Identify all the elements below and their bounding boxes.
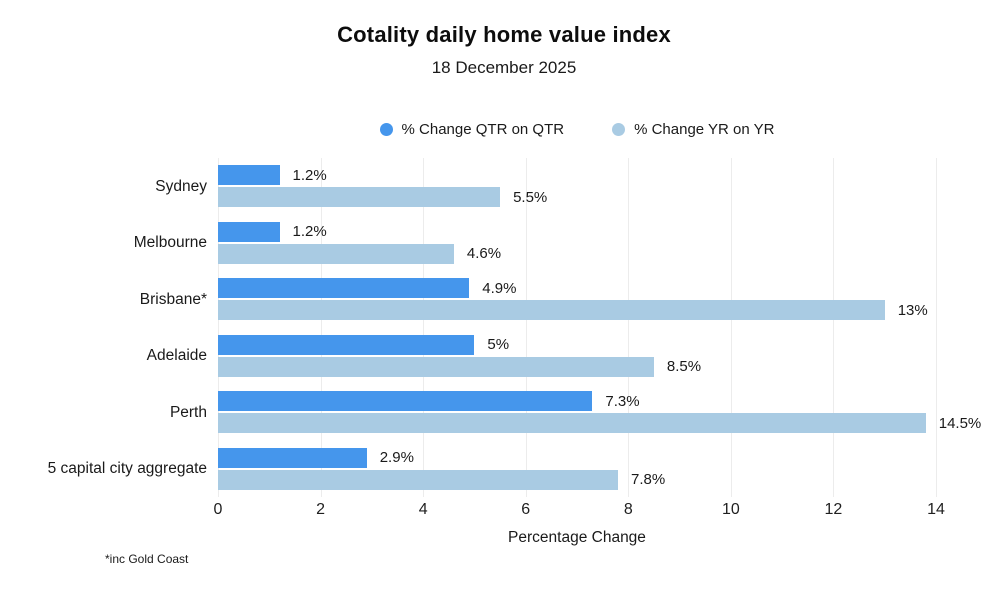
legend: % Change QTR on QTR % Change YR on YR [218, 121, 936, 138]
bar-pair: 7.3% 14.5% [218, 391, 981, 434]
category-label: Adelaide [146, 347, 207, 365]
bar-value-label: 2.9% [379, 449, 414, 467]
bar-value-label: 4.9% [482, 279, 517, 297]
x-tick-label: 0 [213, 501, 223, 518]
category-label: Sydney [155, 177, 207, 195]
bar-value-label: 13% [897, 301, 928, 319]
bar-value-label: 5.5% [513, 188, 548, 206]
x-tick-label: 8 [623, 501, 633, 518]
bar-value-label: 1.2% [292, 166, 327, 184]
bar-track: 2.9% [218, 447, 936, 468]
gridline-x-4 [423, 158, 425, 497]
qtr-bar [218, 447, 367, 468]
bar-rows: Sydney 1.2% 5.5% Melbourne 1.2% 4.6% Brisbane*… [0, 158, 1008, 497]
gridline-x-14 [936, 158, 937, 497]
bar-track: 4.6% [218, 243, 936, 264]
qtr-bar [218, 391, 593, 412]
yr-bar [218, 243, 454, 264]
bar-track: 7.3% [218, 391, 936, 412]
yr-bar [218, 413, 926, 434]
chart-subtitle: 18 December 2025 [431, 58, 577, 77]
x-tick-label: 4 [418, 501, 428, 518]
category-row: Adelaide 5% 8.5% [0, 328, 1008, 385]
gridlines [218, 158, 937, 497]
category-row: 5 capital city aggregate 2.9% 7.8% [0, 441, 1008, 498]
gridline-x-6 [525, 158, 527, 497]
category-row: Perth 7.3% 14.5% [0, 384, 1008, 441]
bar-pair: 1.2% 5.5% [218, 165, 936, 208]
category-row: Sydney 1.2% 5.5% [0, 158, 1008, 215]
category-label: Brisbane* [139, 290, 207, 308]
bar-track: 8.5% [218, 356, 936, 377]
yr-bar [218, 187, 501, 208]
x-tick-label: 14 [927, 501, 945, 518]
x-tick-label: 12 [824, 501, 843, 518]
yr-bar [218, 469, 619, 490]
bar-pair: 4.9% 13% [218, 278, 936, 321]
legend-dot-qtr-icon [379, 123, 393, 136]
qtr-bar [218, 334, 475, 355]
legend-label-qtr: % Change QTR on QTR [401, 121, 565, 138]
yr-bar [218, 300, 885, 321]
bar-track: 5.5% [218, 187, 936, 208]
bar-track: 4.9% [218, 278, 936, 299]
category-row: Melbourne 1.2% 4.6% [0, 215, 1008, 272]
bar-track: 1.2% [218, 165, 936, 186]
bar-track: 14.5% [218, 413, 981, 434]
gridline-x-12 [833, 158, 835, 497]
plot-area: Sydney 1.2% 5.5% Melbourne 1.2% 4.6% Brisbane*… [0, 158, 1008, 497]
bar-pair: 5% 8.5% [218, 334, 936, 377]
category-row: Brisbane* 4.9% 13% [0, 271, 1008, 328]
bar-value-label: 7.3% [605, 392, 640, 410]
qtr-bar [218, 221, 280, 242]
bar-value-label: 1.2% [292, 223, 327, 241]
x-tick-label: 10 [721, 501, 740, 518]
qtr-bar [218, 165, 280, 186]
category-label: 5 capital city aggregate [47, 460, 207, 478]
yr-bar [218, 356, 654, 377]
x-tick-label: 6 [521, 501, 531, 518]
x-axis-label: Percentage Change [508, 529, 646, 546]
legend-item-qtr: % Change QTR on QTR [379, 121, 565, 138]
legend-label-yr: % Change YR on YR [634, 121, 775, 138]
bar-pair: 1.2% 4.6% [218, 221, 936, 264]
category-label: Melbourne [133, 234, 207, 252]
bar-value-label: 5% [487, 336, 510, 354]
bar-value-label: 8.5% [666, 358, 702, 376]
gridline-x-0 [218, 158, 219, 497]
bar-pair: 2.9% 7.8% [218, 447, 936, 490]
x-tick-label: 2 [316, 501, 326, 518]
gridline-x-2 [320, 158, 322, 497]
bar-track: 5% [218, 334, 936, 355]
legend-item-yr: % Change YR on YR [612, 121, 774, 138]
category-label: Perth [169, 403, 207, 421]
legend-dot-yr-icon [612, 123, 626, 136]
bar-value-label: 4.6% [466, 245, 502, 263]
bar-track: 7.8% [218, 469, 936, 490]
footnote: *inc Gold Coast [105, 552, 189, 566]
bar-value-label: 14.5% [938, 414, 982, 432]
bar-track: 1.2% [218, 221, 936, 242]
bar-value-label: 7.8% [631, 471, 666, 489]
chart-title: Cotality daily home value index [337, 22, 671, 47]
gridline-x-10 [730, 158, 732, 497]
gridline-x-8 [628, 158, 630, 497]
x-axis: 0 2 4 6 8 10 12 14 [214, 501, 945, 523]
bar-track: 13% [218, 300, 936, 321]
qtr-bar [218, 278, 470, 299]
